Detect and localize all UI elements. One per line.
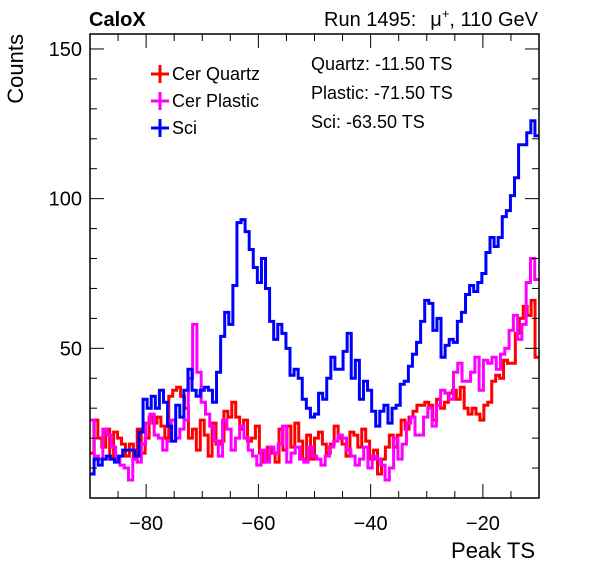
annotation-sci-peak: Sci: -63.50 TS (311, 112, 425, 132)
particle-charge: + (442, 6, 450, 21)
peak-annotations: Quartz: -11.50 TS Plastic: -71.50 TS Sci… (311, 54, 453, 132)
series-quartz-line (90, 298, 539, 476)
series-layer (90, 119, 539, 482)
y-tick-label: 50 (60, 338, 82, 360)
run-label: Run 1495: (324, 9, 416, 31)
legend-label-sci: Sci (172, 118, 197, 138)
x-axis-label: Peak TS (451, 538, 535, 563)
annotation-quartz-peak: Quartz: -11.50 TS (311, 54, 452, 74)
x-tick-label: −60 (241, 513, 275, 535)
plot-frame (89, 33, 540, 499)
particle-symbol: μ (430, 9, 442, 31)
x-tick-label: −40 (354, 513, 388, 535)
run-info: Run 1495: μ+, 110 GeV (324, 6, 539, 31)
legend: Cer Quartz Cer Plastic Sci (151, 64, 260, 138)
legend-label-plastic: Cer Plastic (172, 91, 259, 111)
legend-entry-sci: Sci (151, 118, 197, 138)
y-axis-label: Counts (3, 34, 28, 104)
series-plastic-line (90, 257, 539, 482)
annotation-plastic-peak: Plastic: -71.50 TS (311, 83, 453, 103)
legend-entry-plastic: Cer Plastic (151, 91, 259, 111)
series-sci-line (90, 119, 539, 476)
y-tick-label: 150 (49, 39, 82, 61)
y-tick-label: 100 (49, 189, 82, 211)
tick-layer: −80 −60 −40 −20 50 100 150 (49, 34, 540, 535)
energy-label: , 110 GeV (449, 9, 538, 31)
legend-entry-quartz: Cer Quartz (151, 64, 260, 84)
brand-label: CaloX (89, 9, 146, 31)
x-tick-label: −20 (466, 513, 500, 535)
legend-label-quartz: Cer Quartz (172, 64, 260, 84)
x-tick-label: −80 (129, 513, 163, 535)
